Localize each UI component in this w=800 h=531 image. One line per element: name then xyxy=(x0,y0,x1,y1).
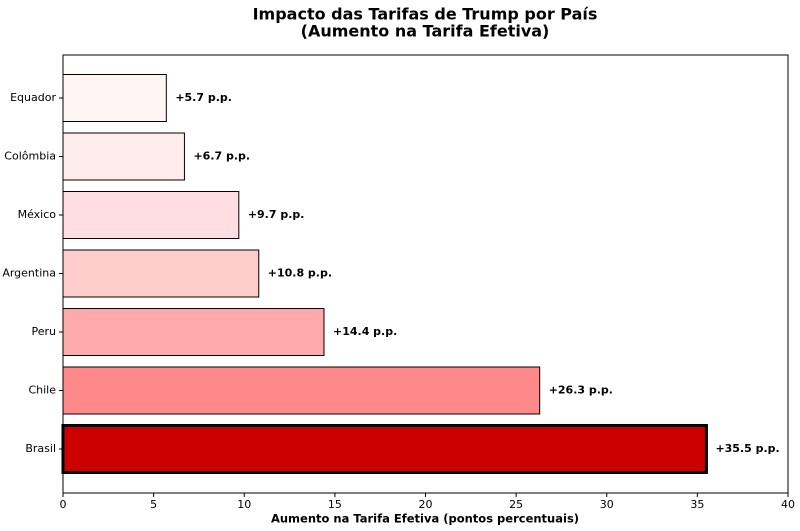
y-tick-label: Equador xyxy=(10,91,56,104)
x-tick-label: 35 xyxy=(690,498,704,511)
bar xyxy=(62,308,325,356)
x-tick-label: 5 xyxy=(150,498,157,511)
value-label: +26.3 p.p. xyxy=(549,384,613,397)
y-tick-label: Brasil xyxy=(25,442,56,455)
bar xyxy=(62,249,260,298)
bar xyxy=(62,366,541,415)
value-label: +6.7 p.p. xyxy=(193,150,250,163)
chart-title: Impacto das Tarifas de Trump por País xyxy=(253,5,598,24)
bar xyxy=(62,132,185,181)
value-label: +9.7 p.p. xyxy=(248,208,305,221)
value-label: +10.8 p.p. xyxy=(268,267,332,280)
bar xyxy=(61,424,708,474)
x-tick-label: 25 xyxy=(509,498,523,511)
x-tick-label: 0 xyxy=(60,498,67,511)
value-label: +5.7 p.p. xyxy=(175,91,232,104)
chart-subtitle: (Aumento na Tarifa Efetiva) xyxy=(301,22,550,41)
y-tick-label: México xyxy=(18,208,57,221)
x-tick-label: 40 xyxy=(781,498,795,511)
x-axis-label: Aumento na Tarifa Efetiva (pontos percen… xyxy=(271,512,579,526)
x-tick-label: 15 xyxy=(328,498,342,511)
x-tick-label: 30 xyxy=(600,498,614,511)
x-tick-label: 10 xyxy=(237,498,251,511)
y-tick-label: Chile xyxy=(28,384,56,397)
bar xyxy=(62,191,240,239)
value-label: +14.4 p.p. xyxy=(333,325,397,338)
value-label: +35.5 p.p. xyxy=(715,442,779,455)
x-tick-label: 20 xyxy=(419,498,433,511)
y-tick-label: Peru xyxy=(31,325,56,338)
y-tick-label: Colômbia xyxy=(4,150,56,163)
y-tick-label: Argentina xyxy=(2,267,56,280)
bar xyxy=(62,74,167,122)
